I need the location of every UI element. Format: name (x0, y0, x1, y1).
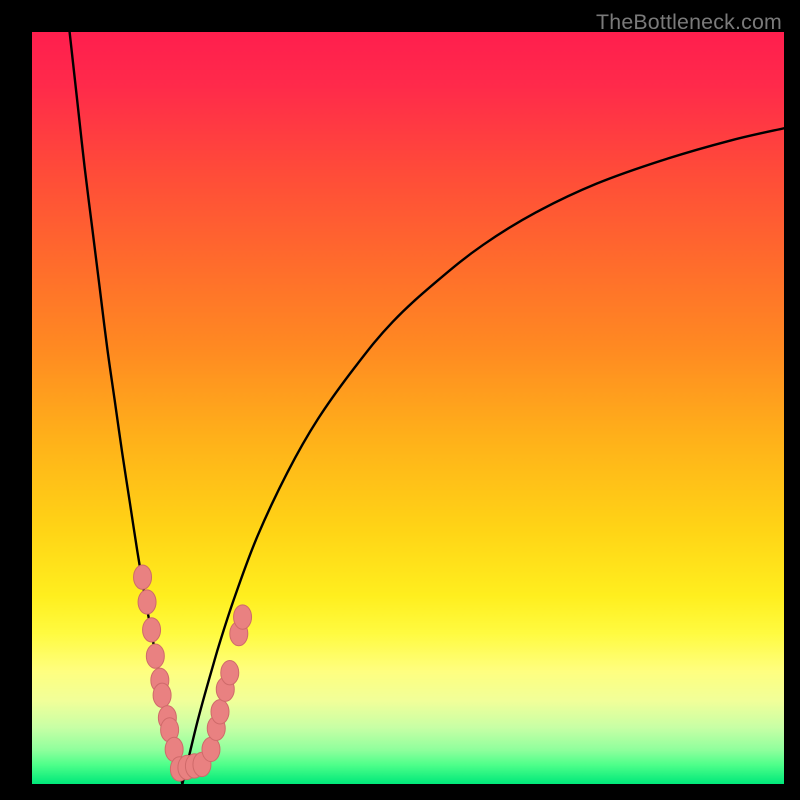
plot-area (32, 32, 784, 784)
gradient-background (32, 32, 784, 784)
stage: TheBottleneck.com (0, 0, 800, 800)
